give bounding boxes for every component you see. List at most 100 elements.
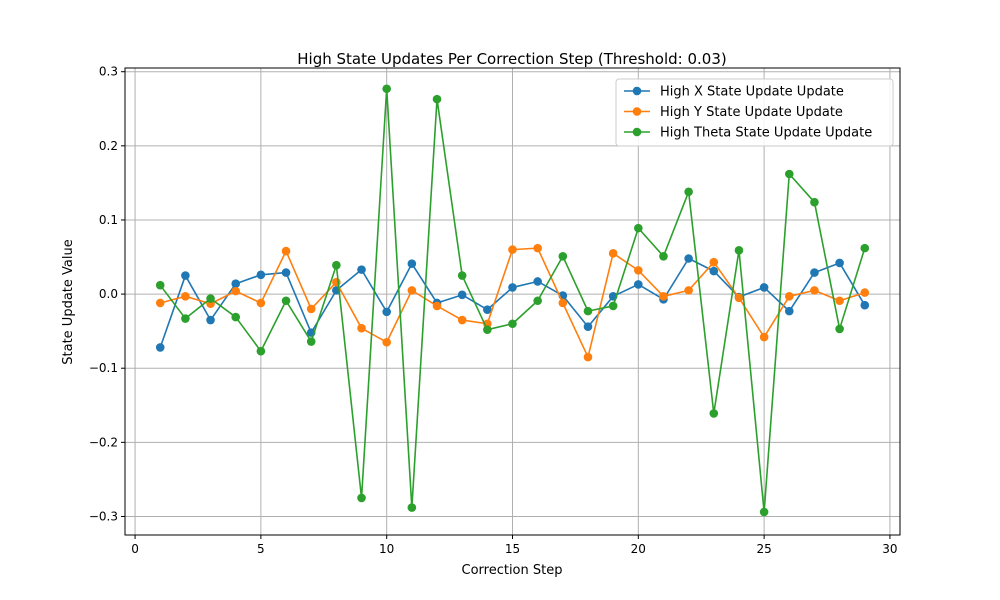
legend-swatch-marker: [632, 86, 642, 96]
data-point: [181, 292, 190, 301]
data-point: [860, 288, 870, 297]
data-point: [407, 503, 417, 512]
data-point: [835, 324, 844, 334]
data-point: [256, 298, 266, 308]
data-point: [332, 260, 341, 270]
x-tick-label: 15: [505, 542, 520, 556]
x-tick-label: 0: [131, 542, 139, 556]
data-point: [382, 337, 391, 347]
data-point: [583, 322, 593, 332]
x-tick-label: 10: [379, 542, 394, 556]
data-point: [357, 323, 366, 333]
data-point: [734, 246, 744, 255]
data-point: [533, 296, 542, 306]
data-point: [709, 409, 719, 418]
y-tick-label: 0.3: [99, 65, 118, 79]
data-point: [684, 187, 693, 197]
data-point: [734, 293, 744, 303]
data-point: [432, 301, 442, 311]
data-point: [457, 271, 467, 280]
data-point: [608, 301, 618, 311]
legend: High X State Update Update High Y State U…: [615, 78, 894, 147]
y-tick-label: −0.3: [89, 509, 118, 523]
data-point: [659, 251, 668, 261]
data-point: [483, 305, 492, 314]
x-tick-label: 5: [257, 542, 265, 556]
data-point: [357, 265, 366, 274]
y-tick-label: 0.2: [99, 139, 118, 153]
data-point: [784, 169, 794, 179]
y-tick-label: 0.0: [99, 287, 118, 301]
data-point: [181, 271, 190, 280]
data-point: [457, 290, 467, 300]
x-axis-label: Correction Step: [462, 563, 563, 578]
data-point: [256, 346, 266, 356]
data-point: [483, 325, 492, 334]
series-2: [155, 243, 870, 362]
data-point: [432, 94, 442, 104]
data-point: [256, 270, 266, 280]
data-point: [659, 292, 668, 301]
data-point: [533, 277, 542, 286]
data-point: [231, 279, 241, 289]
data-point: [634, 266, 643, 275]
data-point: [709, 266, 719, 276]
data-point: [810, 286, 819, 295]
data-point: [281, 296, 291, 306]
ticks: 0 5 10 15 20 25 30 −0.3 −0.2 −0.1 0.0 0.1 0.2 0.3: [89, 65, 898, 556]
data-point: [684, 254, 693, 263]
data-point: [810, 197, 819, 207]
x-tick-label: 30: [882, 542, 897, 556]
data-point: [281, 246, 291, 256]
data-point: [382, 84, 391, 94]
data-point: [181, 314, 190, 323]
data-point: [281, 268, 291, 277]
data-point: [231, 286, 241, 296]
y-tick-label: −0.2: [89, 435, 118, 449]
data-point: [784, 292, 794, 301]
data-point: [155, 298, 165, 308]
data-point: [759, 332, 769, 342]
data-point: [155, 343, 165, 352]
data-point: [206, 315, 215, 325]
data-point: [306, 337, 316, 346]
data-point: [634, 280, 643, 289]
data-point: [332, 277, 341, 287]
data-point: [508, 245, 517, 254]
legend-swatch-marker: [632, 107, 642, 116]
series-3: [155, 84, 870, 517]
data-point: [155, 280, 165, 290]
data-point: [457, 315, 467, 325]
data-point: [759, 283, 769, 292]
data-point: [407, 286, 417, 295]
data-point: [508, 283, 517, 292]
data-point: [684, 286, 693, 295]
data-point: [407, 259, 417, 268]
x-tick-label: 20: [631, 542, 646, 556]
legend-box: [615, 78, 894, 147]
data-point: [784, 306, 794, 316]
y-tick-label: −0.1: [89, 361, 118, 375]
data-point: [835, 258, 844, 268]
y-axis-label: State Update Value: [61, 239, 76, 364]
data-point: [810, 268, 819, 277]
data-point: [306, 304, 316, 314]
data-point: [608, 249, 618, 258]
data-point: [558, 251, 568, 261]
data-point: [835, 296, 844, 306]
data-point: [759, 507, 769, 517]
data-point: [357, 493, 366, 503]
data-point: [382, 307, 391, 317]
legend-swatch-marker: [632, 127, 642, 137]
data-point: [860, 243, 870, 253]
data-point: [206, 294, 215, 303]
data-point: [558, 298, 568, 308]
data-point: [583, 306, 593, 316]
data-point: [860, 300, 870, 310]
x-tick-label: 25: [756, 542, 771, 556]
data-point: [508, 319, 517, 329]
series-layer: [155, 84, 870, 517]
data-point: [634, 223, 643, 233]
legend-label: High X State Update Update: [660, 85, 844, 100]
